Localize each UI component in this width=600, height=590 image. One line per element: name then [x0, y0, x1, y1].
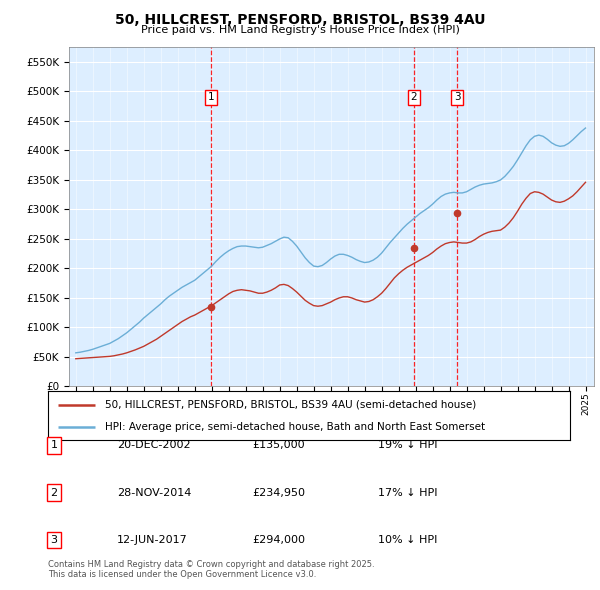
- Text: Price paid vs. HM Land Registry's House Price Index (HPI): Price paid vs. HM Land Registry's House …: [140, 25, 460, 35]
- Text: 19% ↓ HPI: 19% ↓ HPI: [378, 441, 437, 450]
- Text: £135,000: £135,000: [252, 441, 305, 450]
- Text: £294,000: £294,000: [252, 535, 305, 545]
- Text: 10% ↓ HPI: 10% ↓ HPI: [378, 535, 437, 545]
- Text: Contains HM Land Registry data © Crown copyright and database right 2025.
This d: Contains HM Land Registry data © Crown c…: [48, 560, 374, 579]
- Text: 3: 3: [50, 535, 58, 545]
- Text: 50, HILLCREST, PENSFORD, BRISTOL, BS39 4AU: 50, HILLCREST, PENSFORD, BRISTOL, BS39 4…: [115, 13, 485, 27]
- Text: 1: 1: [208, 93, 214, 102]
- Text: 12-JUN-2017: 12-JUN-2017: [117, 535, 188, 545]
- Text: 1: 1: [50, 441, 58, 450]
- Text: £234,950: £234,950: [252, 488, 305, 497]
- Text: 28-NOV-2014: 28-NOV-2014: [117, 488, 191, 497]
- Text: 17% ↓ HPI: 17% ↓ HPI: [378, 488, 437, 497]
- Text: 50, HILLCREST, PENSFORD, BRISTOL, BS39 4AU (semi-detached house): 50, HILLCREST, PENSFORD, BRISTOL, BS39 4…: [106, 399, 476, 409]
- Text: 2: 2: [50, 488, 58, 497]
- Text: 2: 2: [411, 93, 418, 102]
- Text: HPI: Average price, semi-detached house, Bath and North East Somerset: HPI: Average price, semi-detached house,…: [106, 422, 485, 432]
- Text: 3: 3: [454, 93, 461, 102]
- Text: 20-DEC-2002: 20-DEC-2002: [117, 441, 191, 450]
